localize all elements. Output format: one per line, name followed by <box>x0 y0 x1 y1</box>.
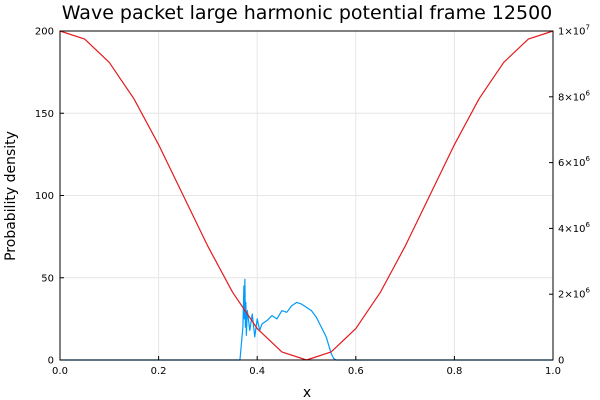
density-point <box>262 323 263 324</box>
density-point <box>245 302 246 303</box>
density-point <box>257 318 258 319</box>
y-axis-label: Probability density <box>3 131 19 261</box>
density-point <box>244 279 245 280</box>
probability-density-line <box>60 278 553 361</box>
potential-point <box>331 351 332 352</box>
y-tick-label: 100 <box>35 191 54 202</box>
potential-point <box>429 195 430 196</box>
potential-point <box>109 62 110 63</box>
potential-point <box>232 292 233 293</box>
grid <box>59 30 554 361</box>
y2-tick-label: 0 <box>558 356 564 367</box>
density-point <box>306 307 307 308</box>
density-point <box>244 318 245 319</box>
potential-point <box>207 246 208 247</box>
density-point <box>245 327 246 328</box>
density-point <box>291 305 292 306</box>
y-tick-label: 0 <box>48 356 54 367</box>
y2-tick-label: 8×106 <box>558 89 590 103</box>
potential-point <box>503 62 504 63</box>
x-tick-label: 0.8 <box>446 366 462 377</box>
potential-point <box>478 98 479 99</box>
density-point <box>246 335 247 336</box>
density-point <box>321 327 322 328</box>
density-point <box>311 310 312 311</box>
ticks: 0.0 0.2 0.4 0.6 0.8 1.005010015020002×1064×10… <box>35 24 591 378</box>
x-tick-label: 0.0 <box>52 366 68 377</box>
x-tick-label: 0.2 <box>151 366 167 377</box>
potential-point <box>405 246 406 247</box>
density-point <box>328 345 329 346</box>
density-point <box>276 318 277 319</box>
potential-point <box>454 144 455 145</box>
potential-point <box>84 38 85 39</box>
y2-tick-label: 4×106 <box>558 221 590 235</box>
density-point <box>243 285 244 286</box>
density-point <box>333 358 334 359</box>
potential-point <box>281 351 282 352</box>
density-point <box>296 302 297 303</box>
potential-point <box>158 144 159 145</box>
y-tick-label: 150 <box>35 109 54 120</box>
potential-point <box>183 195 184 196</box>
x-tick-label: 0.4 <box>249 366 265 377</box>
density-point <box>316 317 317 318</box>
density-point <box>247 310 248 311</box>
density-point <box>301 303 302 304</box>
x-axis-label: x <box>303 385 311 400</box>
potential-point <box>355 328 356 329</box>
y2-tick-label: 2×106 <box>558 287 590 301</box>
x-tick-label: 1.0 <box>545 366 561 377</box>
density-point <box>281 310 282 311</box>
density-point <box>254 336 255 337</box>
y-tick-label: 200 <box>35 27 54 38</box>
potential-point <box>528 38 529 39</box>
density-point <box>266 320 267 321</box>
x-tick-label: 0.6 <box>348 366 364 377</box>
density-point <box>286 312 287 313</box>
density-point <box>242 327 243 328</box>
density-point <box>249 330 250 331</box>
density-point <box>271 315 272 316</box>
y-tick-label: 50 <box>41 273 54 284</box>
y2-tick-label: 6×106 <box>558 155 590 169</box>
potential-point <box>133 98 134 99</box>
density-point <box>252 313 253 314</box>
density-point <box>326 336 327 337</box>
density-point <box>331 353 332 354</box>
potential-point <box>380 292 381 293</box>
potential-point <box>257 328 258 329</box>
y2-tick-label: 1×107 <box>558 24 590 38</box>
chart-title: Wave packet large harmonic potential fra… <box>62 2 553 24</box>
